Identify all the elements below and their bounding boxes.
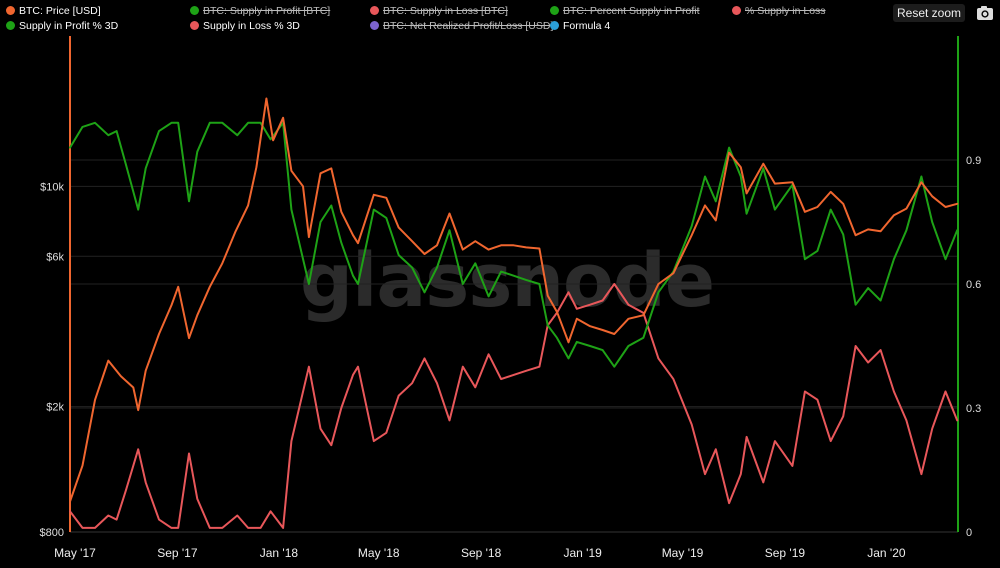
axis-ticks: 0 0.3 0.6 0.9 $800 $2k $6k $10k May '17 Sep '17 Ja…	[40, 155, 982, 560]
y-right-tick-0: 0	[966, 527, 972, 539]
legend-dot-icon	[370, 21, 379, 30]
grid-lines	[70, 159, 958, 533]
legend-item-6[interactable]: Supply in Loss % 3D	[190, 19, 300, 33]
x-tick-4: Sep '18	[461, 546, 502, 560]
series-line-0	[69, 97, 959, 503]
series-line-1	[69, 121, 959, 368]
legend-label: BTC: Supply in Profit [BTC]	[203, 5, 331, 17]
y-left-tick-2: $6k	[46, 251, 64, 263]
legend-label: BTC: Net Realized Profit/Loss [USD]	[383, 20, 554, 32]
legend-item-7[interactable]: BTC: Net Realized Profit/Loss [USD]	[370, 19, 553, 33]
legend-item-8[interactable]: Formula 4	[550, 19, 610, 33]
legend-item-5[interactable]: Supply in Profit % 3D	[6, 19, 118, 33]
legend-item-4[interactable]: % Supply in Loss	[732, 4, 826, 18]
y-right-tick-2: 0.6	[966, 279, 981, 291]
legend-dot-icon	[550, 6, 559, 15]
x-tick-8: Jan '20	[867, 546, 906, 560]
legend-label: BTC: Supply in Loss [BTC]	[383, 5, 508, 17]
legend-dot-icon	[190, 21, 199, 30]
y-left-tick-1: $2k	[46, 402, 64, 414]
camera-icon[interactable]	[975, 4, 995, 22]
legend-dot-icon	[550, 21, 559, 30]
legend-item-3[interactable]: BTC: Percent Supply in Profit	[550, 4, 700, 18]
chart-legend: BTC: Price [USD] BTC: Supply in Profit [B…	[6, 4, 886, 36]
x-tick-3: May '18	[358, 546, 400, 560]
reset-zoom-button[interactable]: Reset zoom	[893, 4, 965, 22]
legend-item-0[interactable]: BTC: Price [USD]	[6, 4, 101, 18]
series-lines	[69, 97, 959, 529]
x-tick-2: Jan '18	[260, 546, 299, 560]
legend-label: BTC: Percent Supply in Profit	[563, 5, 700, 17]
legend-dot-icon	[370, 6, 379, 15]
legend-dot-icon	[732, 6, 741, 15]
legend-item-1[interactable]: BTC: Supply in Profit [BTC]	[190, 4, 330, 18]
x-tick-0: May '17	[54, 546, 96, 560]
y-left-tick-0: $800	[40, 527, 64, 539]
legend-dot-icon	[6, 21, 15, 30]
legend-dot-icon	[190, 6, 199, 15]
legend-label: BTC: Price [USD]	[19, 5, 101, 17]
legend-label: Supply in Profit % 3D	[19, 20, 119, 32]
x-tick-6: May '19	[662, 546, 704, 560]
legend-label: Supply in Loss % 3D	[203, 20, 300, 32]
x-tick-5: Jan '19	[563, 546, 602, 560]
y-right-tick-1: 0.3	[966, 403, 981, 415]
legend-item-2[interactable]: BTC: Supply in Loss [BTC]	[370, 4, 508, 18]
y-right-tick-3: 0.9	[966, 155, 981, 167]
x-tick-7: Sep '19	[765, 546, 806, 560]
legend-label: % Supply in Loss	[745, 5, 826, 17]
y-left-tick-3: $10k	[40, 181, 64, 193]
x-tick-1: Sep '17	[157, 546, 198, 560]
legend-dot-icon	[6, 6, 15, 15]
series-line-2	[69, 283, 959, 529]
legend-label: Formula 4	[563, 20, 611, 32]
